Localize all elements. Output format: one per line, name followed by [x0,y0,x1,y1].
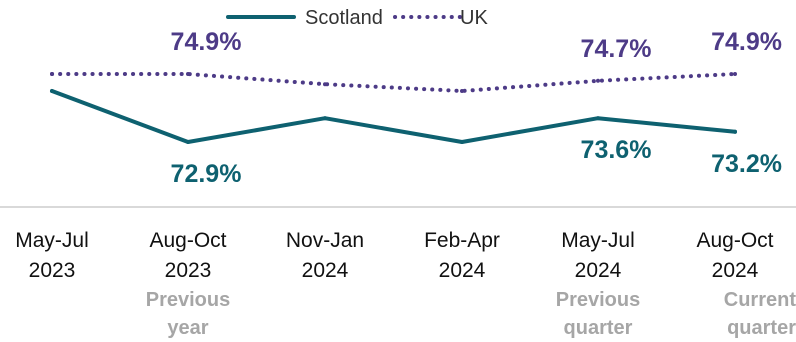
point [596,78,600,83]
value-label: 73.2% [711,150,782,178]
value-label: 72.9% [171,160,242,188]
point [50,72,54,76]
series-line [50,89,737,144]
point [460,140,464,144]
point [186,140,190,144]
x-tick-label: May-Jul 2024 [561,229,635,282]
point [50,89,54,93]
point [186,72,190,76]
point [733,72,737,76]
legend-label: UK [460,7,488,29]
x-note: Previous year [145,289,231,339]
legend-label: Scotland [305,7,383,29]
point [733,129,737,134]
value-label: 73.6% [581,136,652,164]
value-label: 74.9% [711,28,782,56]
x-tick-label: May-Jul 2023 [15,229,89,282]
point [323,82,327,87]
x-tick-label: Aug-Oct 2023 [149,229,227,282]
value-label: 74.7% [581,35,652,63]
point [596,116,600,121]
x-tick-label: Feb-Apr 2024 [424,229,500,282]
series-line [50,72,737,93]
x-note: Current quarter [723,289,796,339]
value-label: 74.9% [171,28,242,56]
x-tick-label: Aug-Oct 2024 [696,229,774,282]
point [460,89,464,93]
x-tick-label: Nov-Jan 2024 [285,229,365,282]
point [323,116,327,121]
x-note: Previous quarter [555,289,641,339]
